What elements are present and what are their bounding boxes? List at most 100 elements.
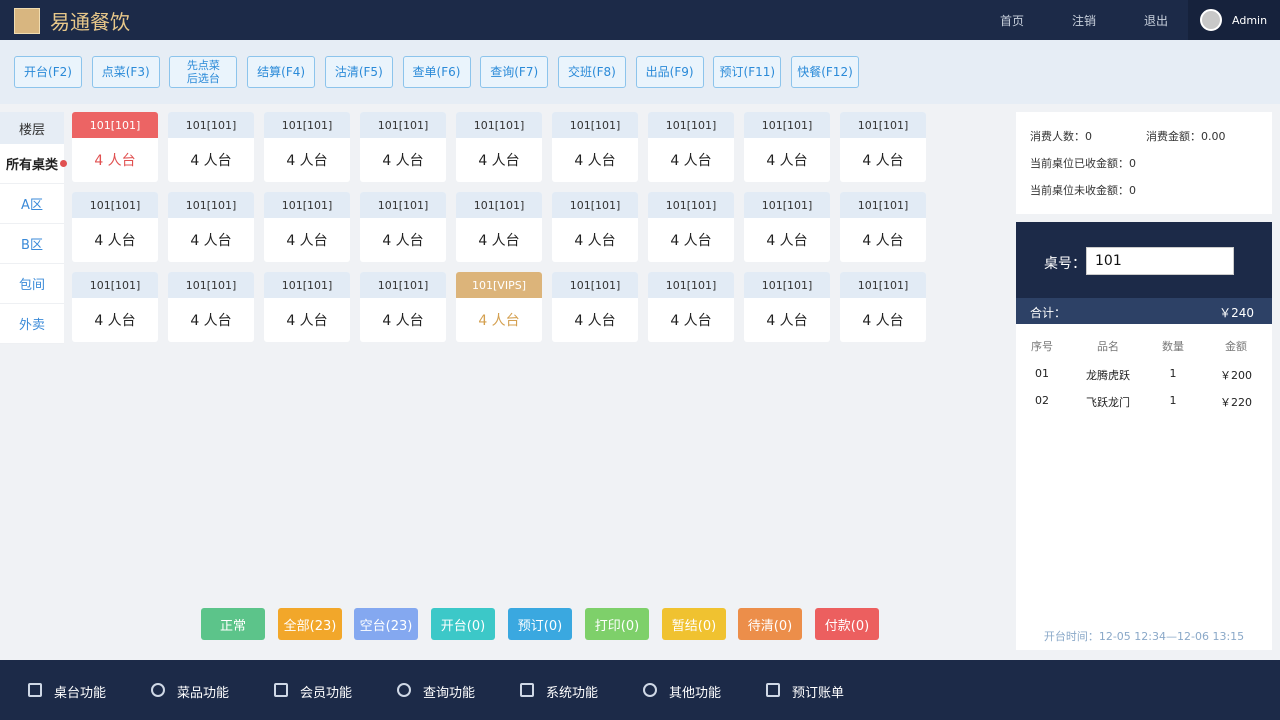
status-filter[interactable]: 空台(23) <box>354 608 418 640</box>
table-seats: 4 人台 <box>766 153 808 169</box>
toolbar-button[interactable]: 先点菜 后选台 <box>169 56 238 88</box>
table-card[interactable]: 101[101] 4 人台 <box>552 192 638 262</box>
status-filter[interactable]: 暂结(0) <box>662 608 726 640</box>
toolbar-button[interactable]: 查询(F7) <box>480 56 549 88</box>
sidebar-item[interactable]: 外卖 <box>0 304 64 344</box>
table-card[interactable]: 101[101] 4 人台 <box>168 272 254 342</box>
table-card[interactable]: 101[101] 4 人台 <box>840 272 926 342</box>
table-card[interactable]: 101[101] 4 人台 <box>168 192 254 262</box>
nav-icon <box>28 683 42 697</box>
bottom-nav-item[interactable]: 桌台功能 <box>54 686 107 701</box>
table-card[interactable]: 101[VIPS] 4 人台 <box>456 272 542 342</box>
table-seats: 4 人台 <box>574 153 616 169</box>
column-header: 品名 <box>1097 340 1119 353</box>
table-card[interactable]: 101[101] 4 人台 <box>456 192 542 262</box>
table-seats: 4 人台 <box>286 233 328 249</box>
table-card[interactable]: 101[101] 4 人台 <box>264 272 350 342</box>
avatar <box>1200 9 1222 31</box>
status-filter[interactable]: 正常 <box>201 608 265 640</box>
table-name: 101[101] <box>360 112 446 138</box>
nav-icon <box>397 683 411 697</box>
order-cell: 1 <box>1169 367 1177 380</box>
table-name: 101[101] <box>552 272 638 298</box>
table-name: 101[101] <box>264 112 350 138</box>
summary-item: 当前桌位未收金额：0 <box>1030 184 1136 197</box>
status-filter[interactable]: 待清(0) <box>738 608 802 640</box>
table-card[interactable]: 101[101] 4 人台 <box>360 112 446 182</box>
toolbar-button[interactable]: 快餐(F12) <box>791 56 859 88</box>
order-cell: ￥220 <box>1220 396 1252 409</box>
table-card[interactable]: 101[101] 4 人台 <box>360 192 446 262</box>
nav-link[interactable]: 注销 <box>1072 14 1097 28</box>
table-name: 101[101] <box>840 112 926 138</box>
toolbar-button[interactable]: 交班(F8) <box>557 56 626 88</box>
status-filter[interactable]: 开台(0) <box>431 608 495 640</box>
table-card[interactable]: 101[101] 4 人台 <box>552 112 638 182</box>
table-seats: 4 人台 <box>670 313 712 329</box>
table-card[interactable]: 101[101] 4 人台 <box>840 112 926 182</box>
toolbar-button[interactable]: 预订(F11) <box>713 56 782 88</box>
toolbar-button[interactable]: 查单(F6) <box>402 56 471 88</box>
table-card[interactable]: 101[101] 4 人台 <box>648 192 734 262</box>
table-card[interactable]: 101[101] 4 人台 <box>72 272 158 342</box>
table-name: 101[101] <box>360 272 446 298</box>
table-name: 101[101] <box>264 272 350 298</box>
table-card[interactable]: 101[101] 4 人台 <box>72 112 158 182</box>
toolbar-button[interactable]: 点菜(F3) <box>91 56 160 88</box>
status-filter[interactable]: 付款(0) <box>815 608 879 640</box>
table-card[interactable]: 101[101] 4 人台 <box>840 192 926 262</box>
bottom-nav-item[interactable]: 其他功能 <box>669 686 722 701</box>
table-no-input[interactable]: 101 <box>1086 247 1234 275</box>
toolbar-button[interactable]: 沽清(F5) <box>324 56 393 88</box>
sidebar-item[interactable]: B区 <box>0 224 64 264</box>
toolbar-button[interactable]: 开台(F2) <box>14 56 82 88</box>
bottom-nav-item[interactable]: 系统功能 <box>546 686 599 701</box>
nav-link[interactable]: 首页 <box>1000 14 1025 28</box>
table-seats: 4 人台 <box>478 233 520 249</box>
table-seats: 4 人台 <box>286 313 328 329</box>
nav-link[interactable]: 退出 <box>1144 14 1169 28</box>
sidebar-item[interactable]: A区 <box>0 184 64 224</box>
table-seats: 4 人台 <box>190 153 232 169</box>
table-card[interactable]: 101[101] 4 人台 <box>744 192 830 262</box>
status-filter[interactable]: 预订(0) <box>508 608 572 640</box>
table-card[interactable]: 101[101] 4 人台 <box>264 112 350 182</box>
table-name: 101[101] <box>168 192 254 218</box>
table-card[interactable]: 101[101] 4 人台 <box>648 272 734 342</box>
table-card[interactable]: 101[101] 4 人台 <box>648 112 734 182</box>
table-name: 101[101] <box>72 112 158 138</box>
table-name: 101[101] <box>648 112 734 138</box>
order-cell: 龙腾虎跃 <box>1086 369 1130 382</box>
bottom-nav-item[interactable]: 查询功能 <box>423 686 476 701</box>
table-seats: 4 人台 <box>286 153 328 169</box>
sidebar-item[interactable]: 所有桌类 <box>0 144 64 184</box>
table-name: 101[101] <box>456 192 542 218</box>
table-card[interactable]: 101[101] 4 人台 <box>744 112 830 182</box>
sidebar-item[interactable]: 包间 <box>0 264 64 304</box>
table-seats: 4 人台 <box>670 233 712 249</box>
total-label: 合计： <box>1030 306 1067 320</box>
nav-icon <box>520 683 534 697</box>
table-name: 101[VIPS] <box>456 272 542 298</box>
table-card[interactable]: 101[101] 4 人台 <box>360 272 446 342</box>
status-filter[interactable]: 全部(23) <box>278 608 342 640</box>
table-card[interactable]: 101[101] 4 人台 <box>744 272 830 342</box>
user-name[interactable]: Admin <box>1232 14 1268 27</box>
table-card[interactable]: 101[101] 4 人台 <box>456 112 542 182</box>
open-time: 开台时间：12-05 12:34—12-06 13:15 <box>1043 630 1245 643</box>
table-card[interactable]: 101[101] 4 人台 <box>264 192 350 262</box>
bottom-nav-item[interactable]: 预订账单 <box>792 686 845 701</box>
toolbar-button[interactable]: 结算(F4) <box>247 56 316 88</box>
status-filter[interactable]: 打印(0) <box>585 608 649 640</box>
table-card[interactable]: 101[101] 4 人台 <box>72 192 158 262</box>
table-seats: 4 人台 <box>862 153 904 169</box>
toolbar-button[interactable]: 出品(F9) <box>635 56 704 88</box>
bottom-nav-item[interactable]: 会员功能 <box>300 686 353 701</box>
table-seats: 4 人台 <box>766 233 808 249</box>
table-card[interactable]: 101[101] 4 人台 <box>552 272 638 342</box>
table-name: 101[101] <box>168 272 254 298</box>
bottom-nav-item[interactable]: 菜品功能 <box>177 686 230 701</box>
table-card[interactable]: 101[101] 4 人台 <box>168 112 254 182</box>
summary-item: 消费人数：0 <box>1030 130 1092 143</box>
